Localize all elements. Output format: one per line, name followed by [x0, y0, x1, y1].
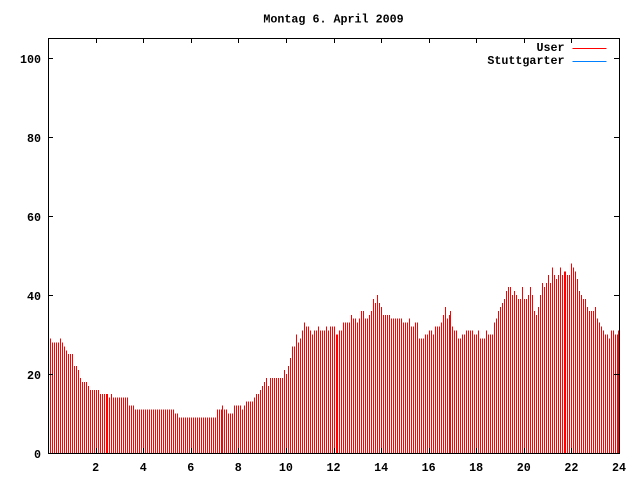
- svg-text:12: 12: [326, 461, 340, 475]
- svg-text:20: 20: [517, 461, 531, 475]
- svg-text:100: 100: [20, 53, 41, 67]
- svg-text:18: 18: [469, 461, 483, 475]
- svg-text:16: 16: [422, 461, 436, 475]
- svg-text:0: 0: [34, 448, 41, 462]
- svg-text:User: User: [536, 41, 564, 55]
- svg-text:14: 14: [374, 461, 388, 475]
- svg-text:Stuttgarter: Stuttgarter: [487, 54, 564, 68]
- svg-text:8: 8: [235, 461, 242, 475]
- svg-text:2: 2: [92, 461, 99, 475]
- svg-text:10: 10: [279, 461, 293, 475]
- svg-text:80: 80: [27, 132, 41, 146]
- svg-text:22: 22: [564, 461, 578, 475]
- svg-text:24: 24: [612, 461, 626, 475]
- svg-text:6: 6: [187, 461, 194, 475]
- svg-text:20: 20: [27, 369, 41, 383]
- svg-text:4: 4: [140, 461, 147, 475]
- svg-text:60: 60: [27, 211, 41, 225]
- svg-text:40: 40: [27, 290, 41, 304]
- svg-text:Montag 6. April 2009: Montag 6. April 2009: [263, 12, 403, 26]
